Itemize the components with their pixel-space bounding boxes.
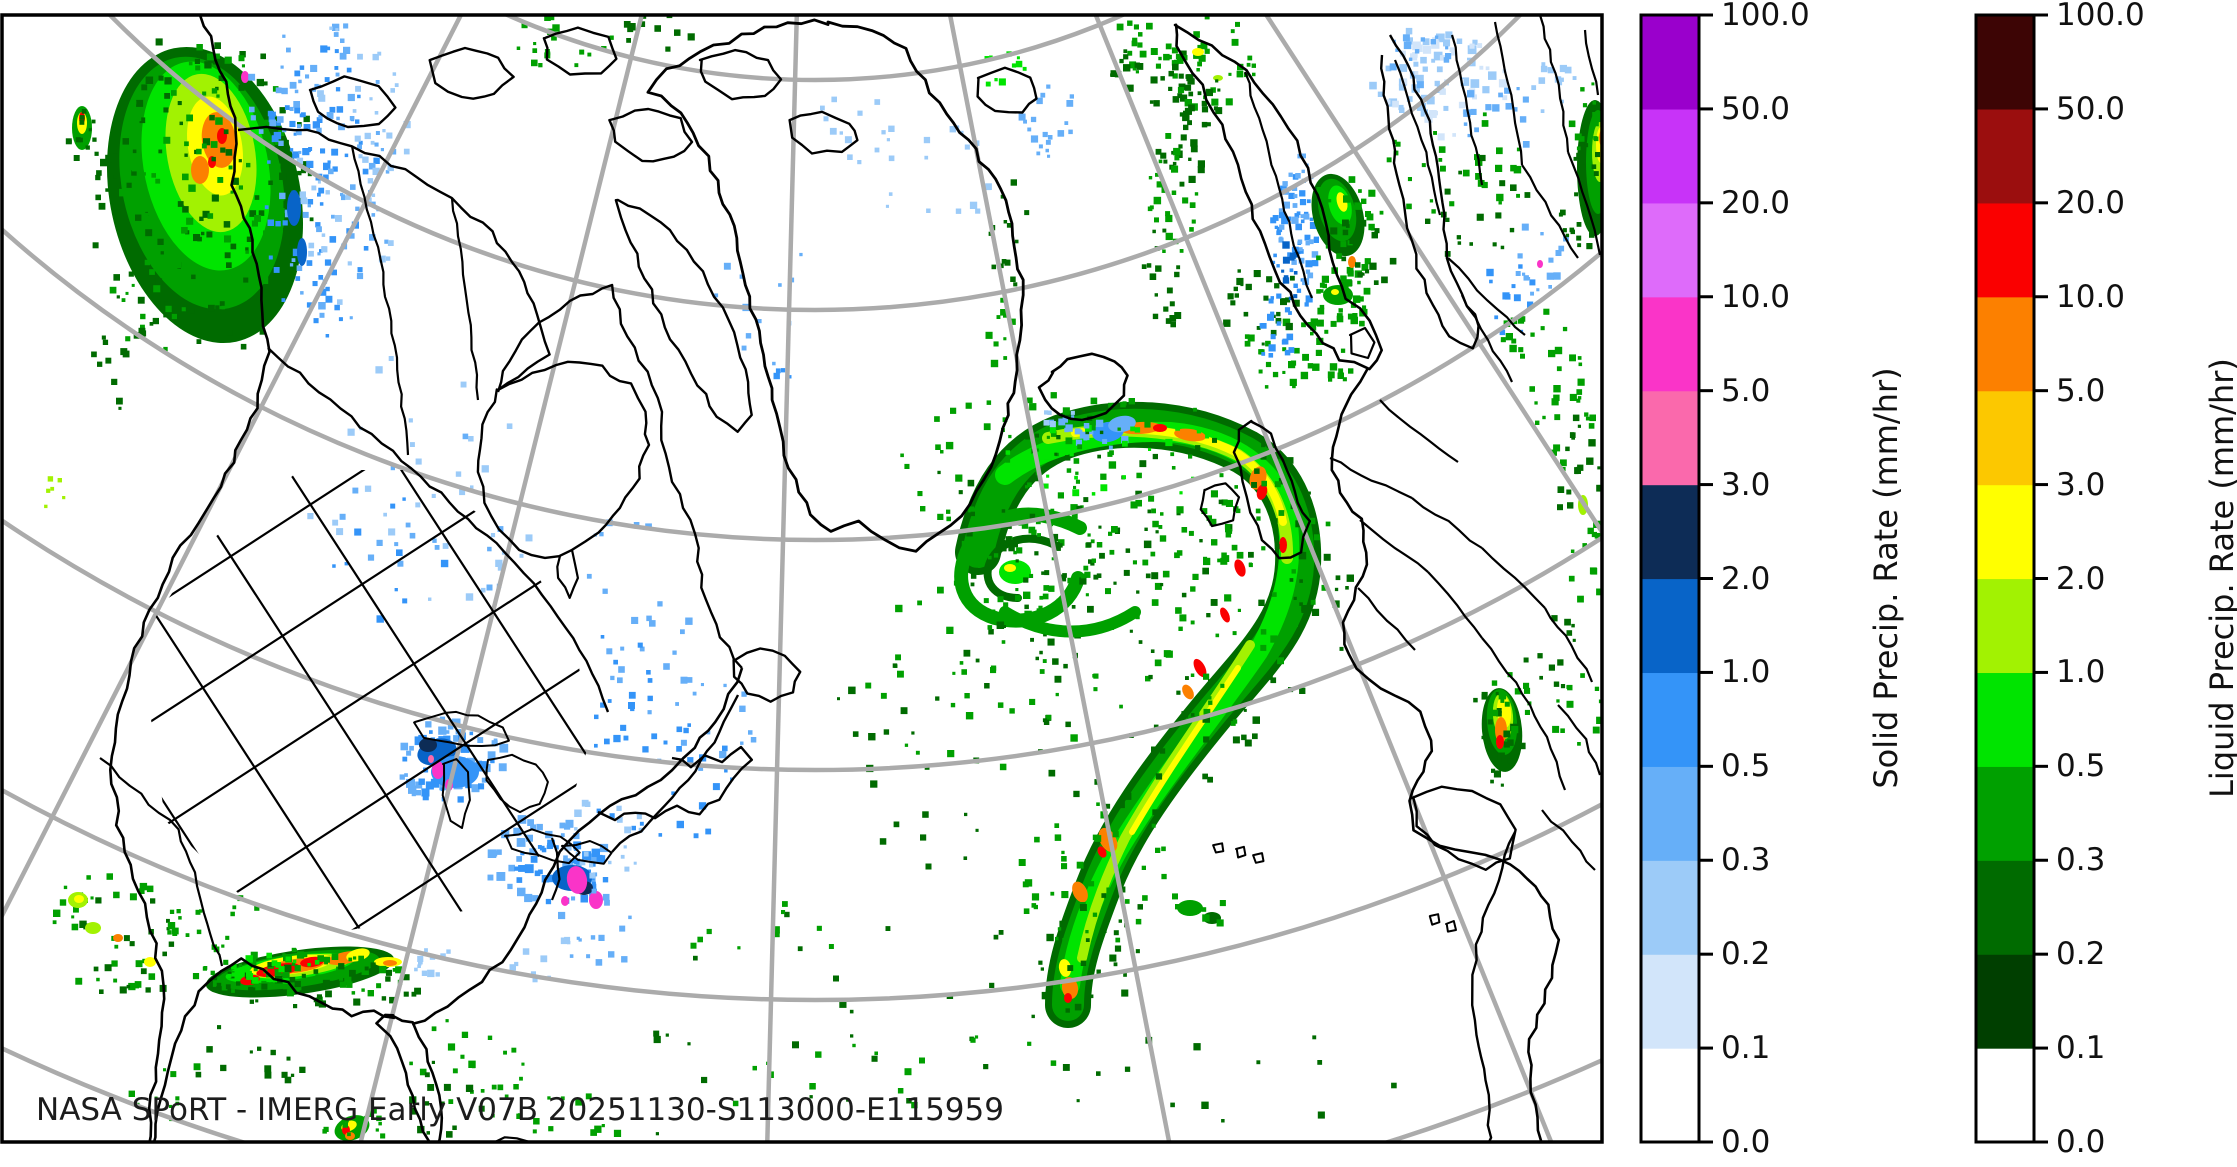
colorbar-tick-label: 50.0 (2056, 90, 2126, 127)
colorbar-tick-label: 5.0 (1721, 372, 1771, 409)
colorbar-tick-label: 1.0 (2056, 654, 2106, 691)
solid-colorbar (1639, 13, 1713, 1144)
colorbar-tick-label: 10.0 (2056, 278, 2126, 315)
colorbar-tick-label: 0.1 (2056, 1030, 2106, 1067)
colorbar-tick-label: 0.5 (2056, 748, 2106, 785)
colorbar-tick-label: 0.2 (1721, 936, 1771, 973)
map-frame (0, 13, 1604, 1144)
colorbar-tick-label: 20.0 (1721, 184, 1791, 221)
colorbar-tick-label: 1.0 (1721, 654, 1771, 691)
product-annotation: NASA SPoRT - IMERG Early V07B 20251130-S… (36, 1092, 1004, 1128)
colorbar-tick-label: 100.0 (1721, 0, 1810, 33)
colorbar-tick-label: 20.0 (2056, 184, 2126, 221)
precipitation-overlay (44, 15, 1602, 1141)
colorbar-tick-label: 50.0 (1721, 90, 1791, 127)
colorbar-tick-label: 0.0 (2056, 1124, 2106, 1160)
coastlines (99, 15, 1561, 1142)
colorbar-tick-label: 3.0 (1721, 466, 1771, 503)
colorbar-tick-label: 2.0 (1721, 560, 1771, 597)
colorbar-tick-label: 0.3 (2056, 842, 2106, 879)
colorbar-tick-label: 3.0 (2056, 466, 2106, 503)
colorbar-tick-label: 0.2 (2056, 936, 2106, 973)
colorbar-tick-label: 10.0 (1721, 278, 1791, 315)
liquid-colorbar (1974, 13, 2048, 1144)
colorbar-tick-label: 0.5 (1721, 748, 1771, 785)
colorbar-tick-label: 2.0 (2056, 560, 2106, 597)
liquid-colorbar-title: Liquid Precip. Rate (mm/hr) (2203, 358, 2237, 798)
solid-colorbar-title: Solid Precip. Rate (mm/hr) (1867, 367, 1905, 789)
country-borders (350, 15, 1602, 871)
colorbar-tick-label: 5.0 (2056, 372, 2106, 409)
colorbar-tick-label: 0.3 (1721, 842, 1771, 879)
colorbar-tick-label: 0.1 (1721, 1030, 1771, 1067)
colorbar-tick-label: 0.0 (1721, 1124, 1771, 1160)
colorbar-tick-label: 100.0 (2056, 0, 2145, 33)
